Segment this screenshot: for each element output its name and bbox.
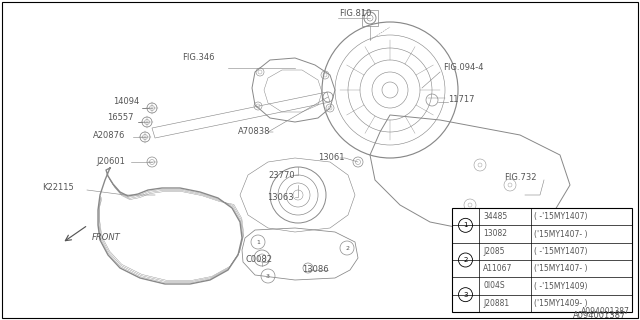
Text: 13061: 13061 xyxy=(318,154,344,163)
Text: FIG.732: FIG.732 xyxy=(504,173,536,182)
Text: 3: 3 xyxy=(463,292,468,298)
Bar xyxy=(452,208,632,312)
Text: A094001387: A094001387 xyxy=(581,307,630,316)
Bar xyxy=(362,10,378,26)
Text: A094001387: A094001387 xyxy=(573,311,626,320)
Text: 34485: 34485 xyxy=(483,212,508,221)
Text: ('15MY1407- ): ('15MY1407- ) xyxy=(534,229,588,238)
Text: A20876: A20876 xyxy=(93,131,125,140)
Text: J2085: J2085 xyxy=(483,247,504,256)
Text: FIG.346: FIG.346 xyxy=(182,53,214,62)
Text: 11717: 11717 xyxy=(448,94,474,103)
Text: J20601: J20601 xyxy=(96,157,125,166)
Text: 14094: 14094 xyxy=(113,98,140,107)
Text: C0082: C0082 xyxy=(245,254,272,263)
Text: 0I04S: 0I04S xyxy=(483,282,504,291)
Text: 13063: 13063 xyxy=(267,194,294,203)
Text: 13086: 13086 xyxy=(302,265,328,274)
Text: FIG.094-4: FIG.094-4 xyxy=(443,63,483,73)
Circle shape xyxy=(458,288,472,302)
Circle shape xyxy=(458,253,472,267)
Text: 13082: 13082 xyxy=(483,229,507,238)
Text: 23770: 23770 xyxy=(268,172,294,180)
Text: K22115: K22115 xyxy=(42,182,74,191)
Text: ( -'15MY1409): ( -'15MY1409) xyxy=(534,282,588,291)
Text: FIG.810: FIG.810 xyxy=(339,10,371,19)
Text: 1: 1 xyxy=(463,222,468,228)
Text: FRONT: FRONT xyxy=(92,233,121,242)
Text: A70838: A70838 xyxy=(238,127,271,137)
Text: 16557: 16557 xyxy=(107,114,134,123)
Text: ('15MY1407- ): ('15MY1407- ) xyxy=(534,264,588,273)
Text: J20881: J20881 xyxy=(483,299,509,308)
Text: 2: 2 xyxy=(345,245,349,251)
Text: 1: 1 xyxy=(256,239,260,244)
Text: ('15MY1409- ): ('15MY1409- ) xyxy=(534,299,588,308)
Text: 2: 2 xyxy=(463,257,468,263)
Circle shape xyxy=(458,218,472,232)
Text: ( -'15MY1407): ( -'15MY1407) xyxy=(534,247,588,256)
Text: A11067: A11067 xyxy=(483,264,513,273)
Text: 3: 3 xyxy=(266,274,270,278)
Text: ( -'15MY1407): ( -'15MY1407) xyxy=(534,212,588,221)
